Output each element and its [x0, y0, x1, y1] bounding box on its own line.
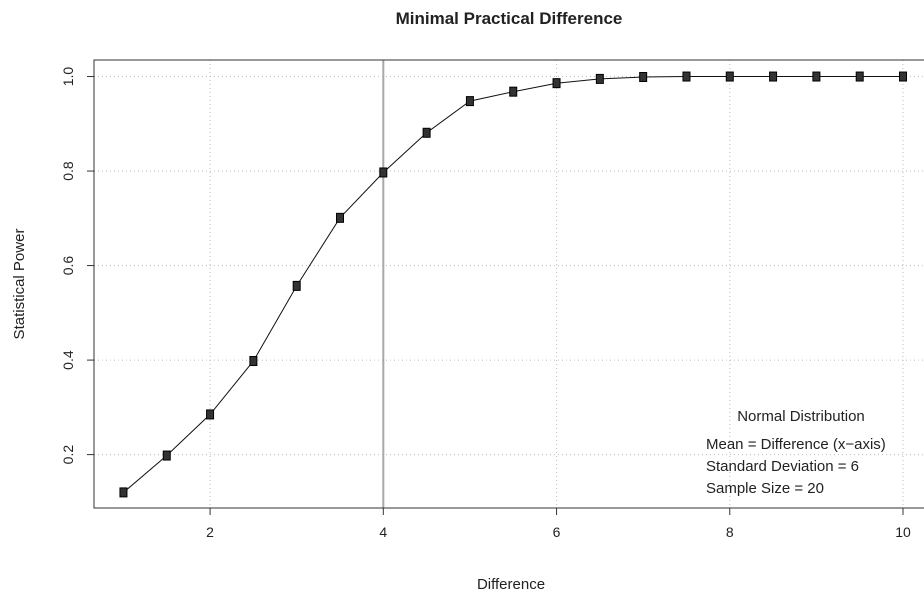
series-layer	[119, 71, 908, 498]
data-point	[639, 72, 648, 83]
x-tick-label: 6	[553, 524, 561, 540]
annotation-line: Standard Deviation = 6	[706, 458, 859, 475]
x-tick-label: 4	[379, 524, 387, 540]
y-tick-label: 0.4	[60, 350, 76, 370]
chart-title: Minimal Practical Difference	[396, 9, 623, 28]
data-point	[812, 71, 821, 82]
data-point	[422, 127, 431, 138]
x-axis-label: Difference	[477, 576, 545, 593]
data-point	[162, 450, 171, 461]
data-point	[379, 167, 388, 178]
annotation-heading: Normal Distribution	[737, 408, 865, 425]
y-axis-label: Statistical Power	[11, 229, 28, 340]
x-tick-label: 2	[206, 524, 214, 540]
data-point	[682, 71, 691, 82]
y-tick-label: 0.2	[60, 445, 76, 465]
data-point	[769, 71, 778, 82]
annotation: Normal Distribution Mean = Difference (x…	[706, 408, 886, 497]
data-point	[552, 78, 561, 89]
data-point	[595, 73, 604, 84]
y-axis: 0.2 0.4 0.6 0.8 1.0	[60, 67, 94, 465]
annotation-line: Mean = Difference (x−axis)	[706, 436, 886, 453]
y-tick-label: 1.0	[60, 67, 76, 87]
x-tick-label: 8	[726, 524, 734, 540]
y-tick-label: 0.8	[60, 161, 76, 181]
data-point	[335, 212, 344, 223]
x-axis: 2 4 6 8 10	[206, 508, 911, 540]
data-point	[725, 71, 734, 82]
data-point	[292, 280, 301, 291]
data-point	[206, 409, 215, 420]
data-point	[899, 71, 908, 82]
y-tick-label: 0.6	[60, 256, 76, 276]
annotation-line: Sample Size = 20	[706, 480, 824, 497]
data-point	[465, 96, 474, 107]
data-point	[119, 487, 128, 498]
plot-frame	[93, 59, 924, 509]
x-tick-label: 10	[895, 524, 911, 540]
data-point	[249, 356, 258, 367]
data-point	[509, 86, 518, 97]
data-point	[855, 71, 864, 82]
series-line	[123, 76, 903, 493]
